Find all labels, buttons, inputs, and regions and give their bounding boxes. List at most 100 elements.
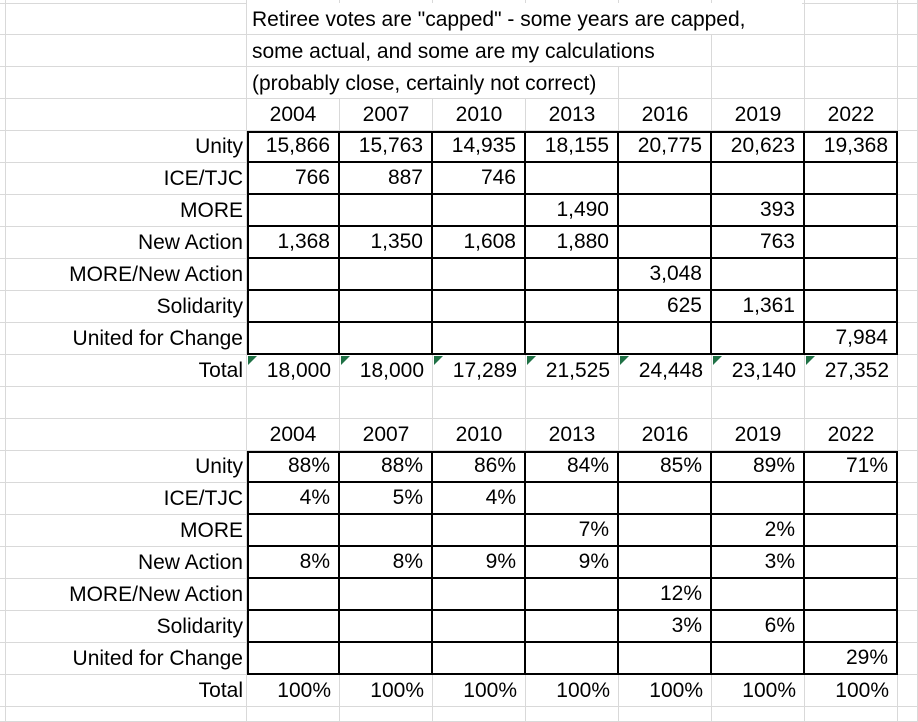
cell-percent-total-2013[interactable]: 100% xyxy=(526,675,619,707)
cell-percent-ice-tjc-2007[interactable]: 5% xyxy=(340,483,433,515)
cell-votes-united-for-change-2016[interactable] xyxy=(619,323,712,355)
row-label-percent-more[interactable]: MORE xyxy=(6,515,247,547)
cell-percent-more-2004[interactable] xyxy=(247,515,340,547)
cell-votes-unity-2016[interactable]: 20,775 xyxy=(619,131,712,163)
cell-votes-more-new-action-2004[interactable] xyxy=(247,259,340,291)
title-cell-line-2[interactable]: some actual, and some are my calculation… xyxy=(247,35,707,66)
row-label-votes-unity[interactable]: Unity xyxy=(6,131,247,163)
cell-votes-unity-2019[interactable]: 20,623 xyxy=(712,131,805,163)
cell-votes-more-new-action-2016[interactable]: 3,048 xyxy=(619,259,712,291)
cell-percent-ice-tjc-2013[interactable] xyxy=(526,483,619,515)
cell-percent-solidarity-2007[interactable] xyxy=(340,611,433,643)
cell-percent-new-action-2013[interactable]: 9% xyxy=(526,547,619,579)
cell-percent-new-action-2010[interactable]: 9% xyxy=(433,547,526,579)
row-label-percent-ice-tjc[interactable]: ICE/TJC xyxy=(6,483,247,515)
cell-percent-solidarity-2019[interactable]: 6% xyxy=(712,611,805,643)
percent-year-header-2004[interactable]: 2004 xyxy=(247,419,340,451)
votes-year-header-2016[interactable]: 2016 xyxy=(619,99,712,131)
cell-votes-more-2016[interactable] xyxy=(619,195,712,227)
cell-percent-total-2007[interactable]: 100% xyxy=(340,675,433,707)
cell-percent-more-new-action-2022[interactable] xyxy=(805,579,898,611)
cell-percent-more-2016[interactable] xyxy=(619,515,712,547)
row-label-percent-united-for-change[interactable]: United for Change xyxy=(6,643,247,675)
cell-percent-more-new-action-2016[interactable]: 12% xyxy=(619,579,712,611)
cell-percent-more-2013[interactable]: 7% xyxy=(526,515,619,547)
cell-votes-united-for-change-2019[interactable] xyxy=(712,323,805,355)
cell-votes-more-2004[interactable] xyxy=(247,195,340,227)
row-label-votes-total[interactable]: Total xyxy=(6,355,247,387)
cell-votes-more-2022[interactable] xyxy=(805,195,898,227)
cell-percent-new-action-2007[interactable]: 8% xyxy=(340,547,433,579)
cell-votes-total-2013[interactable]: 21,525 xyxy=(526,355,619,387)
cell-percent-total-2004[interactable]: 100% xyxy=(247,675,340,707)
cell-votes-ice-tjc-2010[interactable]: 746 xyxy=(433,163,526,195)
cell-percent-solidarity-2016[interactable]: 3% xyxy=(619,611,712,643)
cell-percent-unity-2010[interactable]: 86% xyxy=(433,451,526,483)
percent-year-header-2019[interactable]: 2019 xyxy=(712,419,805,451)
cell-votes-new-action-2016[interactable] xyxy=(619,227,712,259)
cell-votes-more-new-action-2010[interactable] xyxy=(433,259,526,291)
cell-votes-solidarity-2019[interactable]: 1,361 xyxy=(712,291,805,323)
cell-votes-solidarity-2004[interactable] xyxy=(247,291,340,323)
cell-votes-new-action-2007[interactable]: 1,350 xyxy=(340,227,433,259)
cell-percent-ice-tjc-2004[interactable]: 4% xyxy=(247,483,340,515)
cell-votes-more-2007[interactable] xyxy=(340,195,433,227)
percent-year-header-2013[interactable]: 2013 xyxy=(526,419,619,451)
cell-votes-ice-tjc-2013[interactable] xyxy=(526,163,619,195)
cell-votes-total-2004[interactable]: 18,000 xyxy=(247,355,340,387)
cell-votes-total-2022[interactable]: 27,352 xyxy=(805,355,898,387)
votes-year-header-2007[interactable]: 2007 xyxy=(340,99,433,131)
cell-votes-unity-2010[interactable]: 14,935 xyxy=(433,131,526,163)
cell-percent-unity-2022[interactable]: 71% xyxy=(805,451,898,483)
cell-percent-more-2010[interactable] xyxy=(433,515,526,547)
cell-votes-new-action-2019[interactable]: 763 xyxy=(712,227,805,259)
cell-percent-unity-2016[interactable]: 85% xyxy=(619,451,712,483)
cell-votes-new-action-2010[interactable]: 1,608 xyxy=(433,227,526,259)
votes-year-header-2010[interactable]: 2010 xyxy=(433,99,526,131)
row-label-percent-new-action[interactable]: New Action xyxy=(6,547,247,579)
row-label-percent-solidarity[interactable]: Solidarity xyxy=(6,611,247,643)
cell-votes-new-action-2004[interactable]: 1,368 xyxy=(247,227,340,259)
cell-percent-unity-2019[interactable]: 89% xyxy=(712,451,805,483)
cell-votes-total-2019[interactable]: 23,140 xyxy=(712,355,805,387)
cell-votes-ice-tjc-2016[interactable] xyxy=(619,163,712,195)
cell-percent-total-2022[interactable]: 100% xyxy=(805,675,898,707)
cell-percent-more-new-action-2013[interactable] xyxy=(526,579,619,611)
cell-percent-ice-tjc-2010[interactable]: 4% xyxy=(433,483,526,515)
cell-percent-more-new-action-2007[interactable] xyxy=(340,579,433,611)
cell-votes-united-for-change-2004[interactable] xyxy=(247,323,340,355)
row-label-votes-ice-tjc[interactable]: ICE/TJC xyxy=(6,163,247,195)
title-cell-line-3[interactable]: (probably close, certainly not correct) xyxy=(247,67,617,98)
cell-percent-solidarity-2013[interactable] xyxy=(526,611,619,643)
row-label-votes-more-new-action[interactable]: MORE/New Action xyxy=(6,259,247,291)
cell-percent-ice-tjc-2016[interactable] xyxy=(619,483,712,515)
row-label-percent-total[interactable]: Total xyxy=(6,675,247,707)
percent-year-header-2010[interactable]: 2010 xyxy=(433,419,526,451)
cell-votes-more-new-action-2013[interactable] xyxy=(526,259,619,291)
cell-percent-united-for-change-2019[interactable] xyxy=(712,643,805,675)
row-label-percent-unity[interactable]: Unity xyxy=(6,451,247,483)
percent-year-header-2016[interactable]: 2016 xyxy=(619,419,712,451)
cell-percent-united-for-change-2004[interactable] xyxy=(247,643,340,675)
row-label-votes-new-action[interactable]: New Action xyxy=(6,227,247,259)
cell-percent-new-action-2022[interactable] xyxy=(805,547,898,579)
cell-percent-unity-2004[interactable]: 88% xyxy=(247,451,340,483)
cell-votes-more-new-action-2022[interactable] xyxy=(805,259,898,291)
cell-percent-more-new-action-2004[interactable] xyxy=(247,579,340,611)
cell-votes-new-action-2013[interactable]: 1,880 xyxy=(526,227,619,259)
row-label-votes-solidarity[interactable]: Solidarity xyxy=(6,291,247,323)
cell-percent-united-for-change-2016[interactable] xyxy=(619,643,712,675)
cell-percent-united-for-change-2013[interactable] xyxy=(526,643,619,675)
votes-year-header-2013[interactable]: 2013 xyxy=(526,99,619,131)
row-label-percent-more-new-action[interactable]: MORE/New Action xyxy=(6,579,247,611)
cell-votes-united-for-change-2007[interactable] xyxy=(340,323,433,355)
cell-votes-more-new-action-2007[interactable] xyxy=(340,259,433,291)
cell-percent-more-new-action-2010[interactable] xyxy=(433,579,526,611)
row-label-votes-united-for-change[interactable]: United for Change xyxy=(6,323,247,355)
cell-votes-total-2007[interactable]: 18,000 xyxy=(340,355,433,387)
cell-percent-new-action-2019[interactable]: 3% xyxy=(712,547,805,579)
cell-votes-united-for-change-2022[interactable]: 7,984 xyxy=(805,323,898,355)
cell-votes-solidarity-2010[interactable] xyxy=(433,291,526,323)
cell-votes-united-for-change-2010[interactable] xyxy=(433,323,526,355)
cell-votes-total-2016[interactable]: 24,448 xyxy=(619,355,712,387)
